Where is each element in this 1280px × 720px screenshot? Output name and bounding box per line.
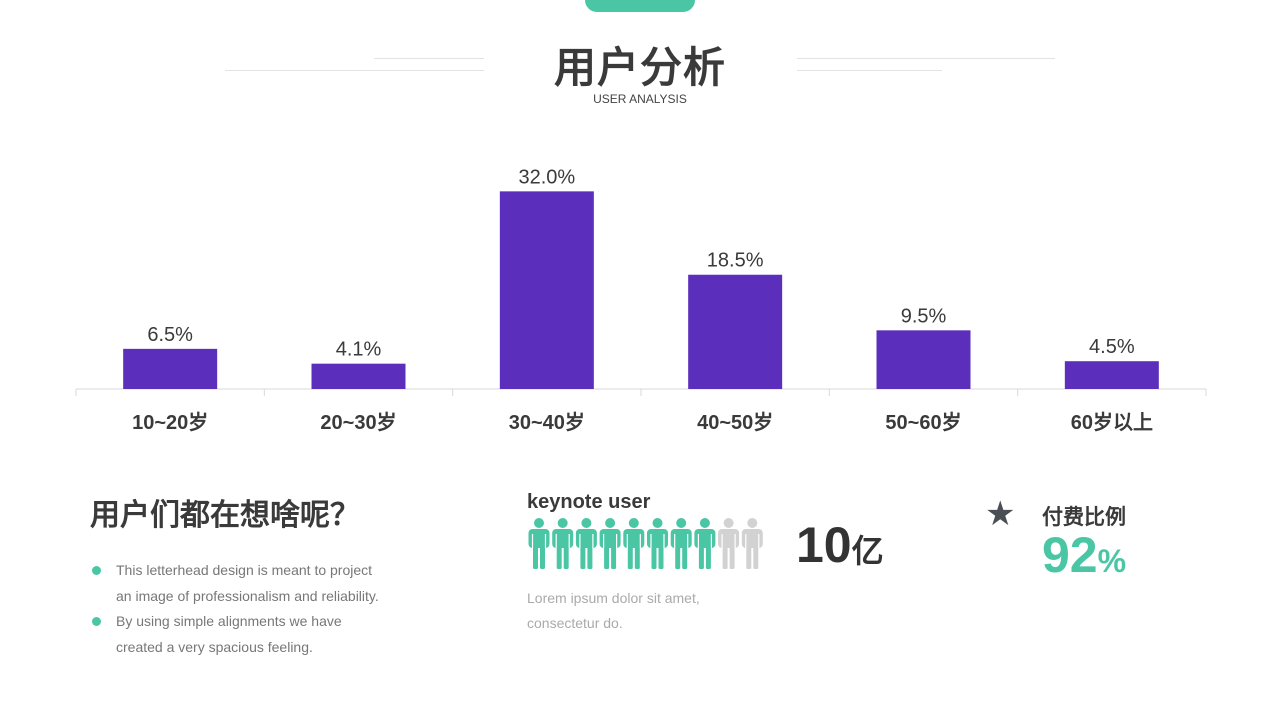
title-line-left-lower (225, 70, 484, 71)
keynote-user-title: keynote user (527, 491, 651, 513)
bar-value-label: 32.0% (518, 166, 575, 188)
bullet-text-line: This letterhead design is meant to proje… (116, 562, 373, 578)
bar-3 (499, 191, 594, 389)
title-line-right-lower (797, 70, 942, 71)
bullet-dot (92, 617, 101, 626)
category-label: 10~20岁 (132, 410, 208, 434)
person-icon (575, 518, 597, 569)
bar-6 (1064, 361, 1159, 389)
bar-1 (123, 348, 218, 389)
category-label: 30~40岁 (509, 410, 585, 434)
person-icon (647, 518, 668, 569)
age-bar-chart: 6.5% 10~20岁 4.1% 20~30岁 32.0% 30~40岁 18.5% 40~5… (75, 166, 1207, 434)
bar-value-label: 4.5% (1089, 336, 1135, 358)
user-count: 10亿 (796, 516, 884, 574)
bar-value-label: 6.5% (147, 324, 193, 346)
keynote-caption-line-1: Lorem ipsum dolor sit amet, (527, 590, 700, 606)
person-icon (670, 518, 692, 569)
bullet-text-line: an image of professionalism and reliabil… (116, 588, 379, 604)
page-subtitle: USER ANALYSIS (593, 92, 687, 106)
person-icon (552, 518, 574, 569)
category-label: 40~50岁 (697, 410, 773, 434)
person-icon (718, 518, 740, 569)
top-tab-decoration (585, 0, 695, 12)
bar-4 (688, 274, 783, 389)
keynote-caption-line-2: consectetur do. (527, 615, 623, 631)
question-title: 用户们都在想啥呢？ (90, 499, 360, 532)
bullet-text-line: created a very spacious feeling. (116, 639, 313, 655)
people-icon-row (528, 518, 763, 569)
user-count-unit: 亿 (851, 533, 884, 569)
bar-2 (311, 363, 406, 389)
person-icon (741, 518, 763, 569)
bar-value-label: 9.5% (901, 305, 947, 327)
category-label: 50~60岁 (885, 410, 961, 434)
star-icon: ★ (985, 495, 1016, 533)
bullet-text-line: By using simple alignments we have (116, 613, 342, 629)
person-icon (623, 518, 645, 569)
user-count-value: 10 (796, 517, 852, 573)
person-icon (599, 518, 621, 569)
bar-value-label: 4.1% (336, 339, 382, 361)
title-line-left-upper (374, 58, 484, 59)
title-line-right-upper (797, 58, 1055, 59)
page-title: 用户分析 (553, 44, 726, 91)
category-label: 20~30岁 (320, 410, 396, 434)
payment-ratio-value: 92% (1042, 526, 1126, 584)
payment-ratio-unit: % (1097, 543, 1127, 579)
person-icon (694, 518, 716, 569)
person-icon (528, 518, 550, 569)
payment-ratio-label: 付费比例 (1042, 506, 1126, 529)
category-label: 60岁以上 (1071, 410, 1153, 434)
bar-5 (876, 330, 971, 389)
bullet-item-1: This letterhead design is meant to proje… (92, 557, 379, 609)
payment-ratio-number: 92 (1042, 527, 1098, 583)
bullet-item-2: By using simple alignments we have creat… (92, 608, 342, 660)
bar-value-label: 18.5% (707, 250, 764, 272)
bullet-dot (92, 566, 101, 575)
